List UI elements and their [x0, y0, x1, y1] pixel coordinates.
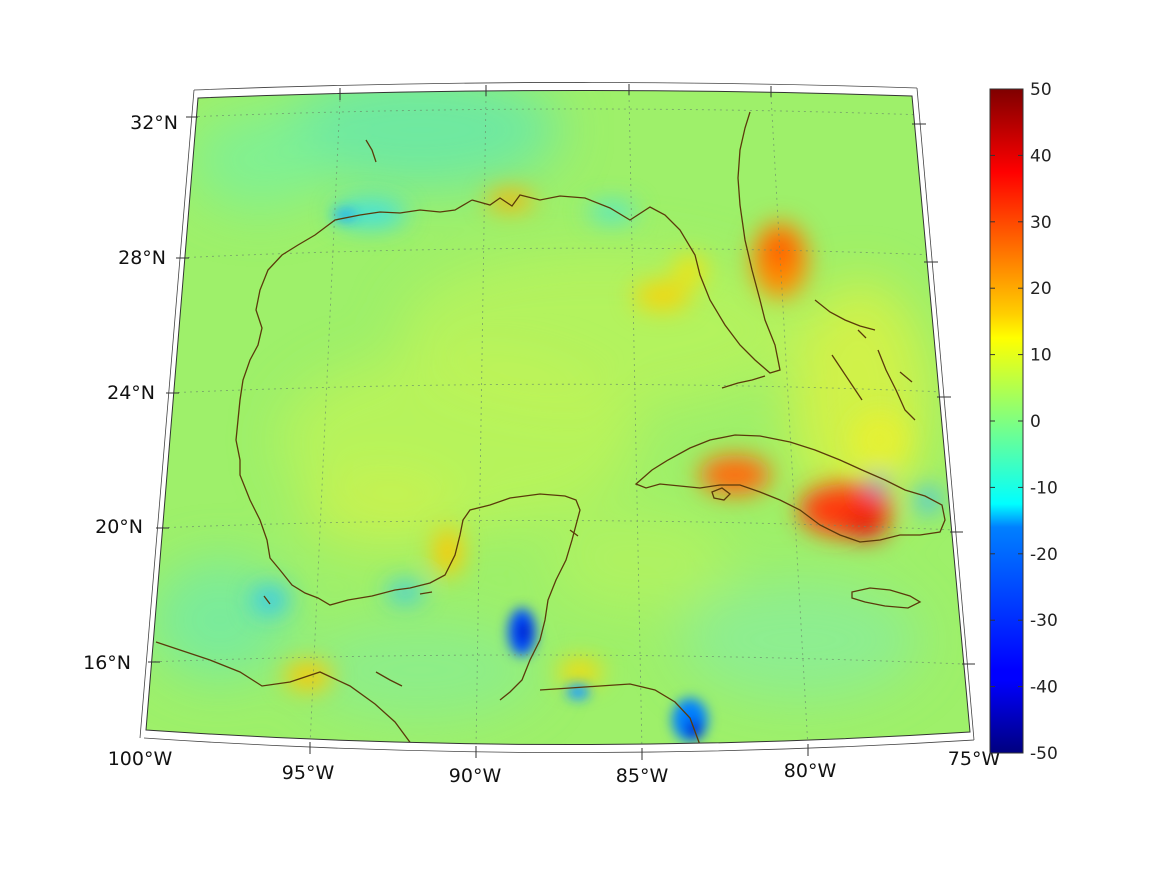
- colorbar-tick-label: -30: [1030, 611, 1058, 631]
- colorbar-tick-label: 20: [1030, 279, 1052, 299]
- lat-label-24: 24°N: [107, 382, 155, 404]
- lon-label-85: 85°W: [616, 765, 669, 787]
- colorbar-ticks: 50 40 30 20 10 0 -10 -20 -30 -40 -50: [990, 80, 1058, 764]
- lat-label-32: 32°N: [130, 112, 178, 134]
- map-frame: [139, 82, 975, 760]
- latitude-labels: 32°N 28°N 24°N 20°N 16°N: [83, 112, 178, 674]
- lon-label-100: 100°W: [108, 748, 173, 770]
- colorbar-tick-label: 40: [1030, 146, 1052, 166]
- colorbar-tick-label: 0: [1030, 412, 1041, 432]
- colorbar-tick-label: -50: [1030, 744, 1058, 764]
- lat-label-20: 20°N: [95, 516, 143, 538]
- coastlines: [155, 111, 946, 745]
- colorbar-tick-label: -10: [1030, 478, 1058, 498]
- colorbar-tick-label: 50: [1030, 80, 1052, 100]
- colorbar-tick-label: 10: [1030, 346, 1052, 366]
- data-field: [146, 90, 970, 745]
- lon-label-80: 80°W: [784, 760, 837, 782]
- lon-label-90: 90°W: [449, 765, 502, 787]
- colorbar: 50 40 30 20 10 0 -10 -20 -30 -40 -50: [989, 80, 1058, 764]
- colorbar-tick-label: 30: [1030, 213, 1052, 233]
- lat-label-28: 28°N: [118, 247, 166, 269]
- colorbar-tick-label: -20: [1030, 545, 1058, 565]
- colorbar-tick-label: -40: [1030, 678, 1058, 698]
- lat-label-16: 16°N: [83, 652, 131, 674]
- longitude-labels: 100°W 95°W 90°W 85°W 80°W 75°W: [108, 748, 1001, 787]
- lon-label-95: 95°W: [282, 762, 335, 784]
- lon-label-75: 75°W: [948, 748, 1001, 770]
- colorbar-gradient: [989, 88, 1024, 754]
